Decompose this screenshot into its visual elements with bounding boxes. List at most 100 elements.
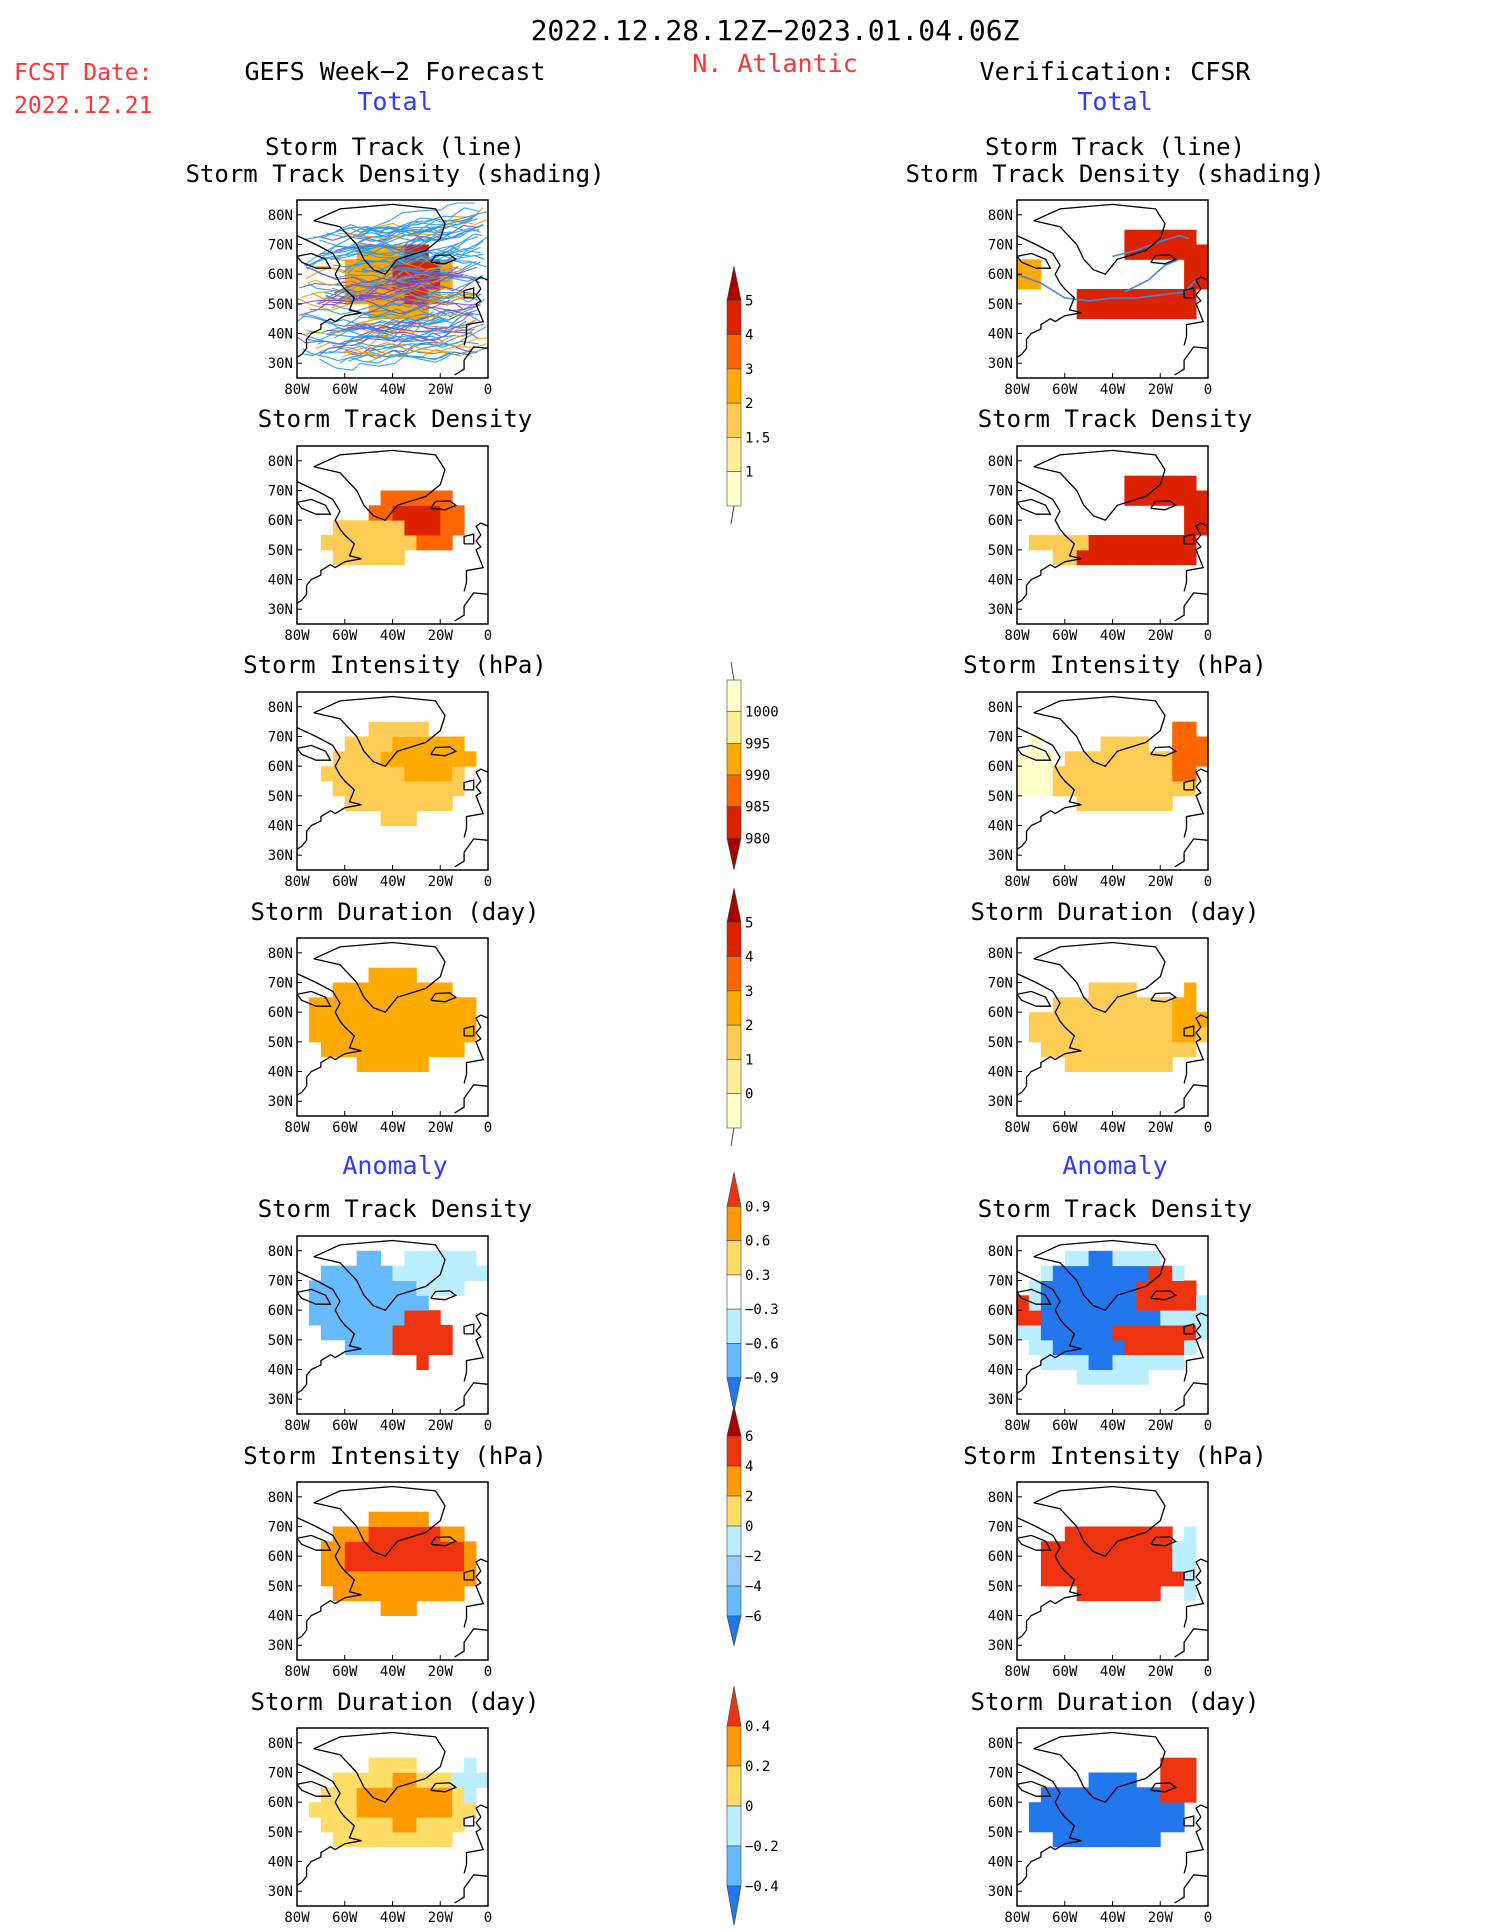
density-cell bbox=[344, 1280, 358, 1296]
panel-title: Storm Intensity (hPa) bbox=[243, 1442, 546, 1470]
x-tick-label: 20W bbox=[428, 382, 454, 398]
density-cell bbox=[1184, 982, 1197, 998]
density-cell bbox=[404, 1012, 417, 1028]
density-cell bbox=[440, 520, 453, 536]
y-tick-label: 80N bbox=[988, 454, 1013, 470]
density-cell bbox=[1196, 1295, 1209, 1311]
density-cell bbox=[1172, 1027, 1185, 1043]
density-cell bbox=[1112, 1802, 1125, 1818]
coastlines bbox=[296, 203, 489, 376]
density-cell bbox=[1052, 535, 1066, 551]
x-tick-label: 60W bbox=[332, 382, 358, 398]
storm-track-line bbox=[331, 256, 465, 270]
density-cell bbox=[1136, 1354, 1149, 1370]
coastline bbox=[1033, 203, 1166, 275]
density-cell bbox=[1100, 736, 1113, 752]
colorbar-arrow bbox=[726, 1377, 742, 1413]
density-cell bbox=[416, 1250, 429, 1267]
density-cell bbox=[332, 1585, 346, 1602]
density-cell bbox=[344, 1012, 358, 1028]
coastline bbox=[463, 1014, 489, 1084]
x-tick-label: 80W bbox=[284, 1120, 310, 1136]
density-cell bbox=[1088, 1265, 1101, 1281]
density-cell bbox=[1076, 781, 1090, 797]
coastline bbox=[1016, 1780, 1052, 1797]
density-cell bbox=[1112, 1787, 1125, 1803]
density-cell bbox=[1124, 1541, 1137, 1557]
panel-title: Storm Track (line) bbox=[985, 133, 1245, 161]
density-cell bbox=[1172, 303, 1185, 320]
density-cell bbox=[1112, 982, 1125, 998]
density-cell bbox=[1148, 1012, 1161, 1028]
colorbar-label: 5 bbox=[745, 915, 753, 931]
x-tick-label: 80W bbox=[1004, 628, 1030, 644]
density-cell bbox=[464, 1757, 477, 1773]
shading-cells bbox=[308, 1757, 489, 1848]
density-cell bbox=[1172, 549, 1185, 566]
density-cell bbox=[1088, 1585, 1101, 1602]
density-cell bbox=[1040, 1339, 1054, 1356]
density-cell bbox=[1184, 244, 1197, 260]
colorbar-segment bbox=[726, 742, 742, 776]
density-cell bbox=[356, 736, 370, 752]
density-cell bbox=[380, 1280, 393, 1296]
shading-cells bbox=[1017, 1250, 1209, 1385]
density-cell bbox=[392, 810, 405, 826]
density-cell bbox=[1184, 520, 1197, 536]
density-cell bbox=[1124, 1802, 1137, 1818]
density-cell bbox=[404, 810, 417, 826]
density-cell bbox=[452, 781, 465, 797]
density-cell bbox=[380, 721, 393, 737]
density-cell bbox=[1148, 1787, 1161, 1803]
density-cell bbox=[368, 721, 381, 737]
colorbar-label: 0 bbox=[745, 1519, 753, 1535]
coastlines bbox=[1016, 1239, 1209, 1412]
density-cell bbox=[416, 781, 429, 797]
density-cell bbox=[416, 1265, 429, 1281]
density-cell bbox=[1196, 1012, 1209, 1028]
density-cell bbox=[1136, 1369, 1149, 1385]
density-cell bbox=[1064, 1325, 1078, 1341]
density-cell bbox=[1064, 1056, 1078, 1072]
density-cell bbox=[452, 505, 465, 521]
density-cell bbox=[392, 549, 405, 566]
density-cell bbox=[428, 535, 441, 551]
storm-track-line bbox=[359, 202, 475, 233]
density-cell bbox=[1100, 982, 1113, 998]
coastline bbox=[313, 1485, 446, 1557]
y-tick-label: 60N bbox=[988, 1005, 1013, 1021]
density-cell bbox=[1088, 766, 1101, 782]
y-tick-label: 40N bbox=[988, 1363, 1013, 1379]
y-tick-label: 40N bbox=[268, 327, 293, 343]
density-cell bbox=[356, 1280, 370, 1296]
density-cell bbox=[416, 1772, 429, 1788]
density-cell bbox=[1184, 505, 1197, 521]
y-tick-label: 60N bbox=[988, 1795, 1013, 1811]
storm-track-line bbox=[331, 285, 477, 309]
density-cell bbox=[1076, 1280, 1090, 1296]
colorbar-arrow bbox=[726, 1885, 742, 1927]
density-cell bbox=[452, 1041, 465, 1058]
density-cell bbox=[1172, 1012, 1185, 1028]
storm-track-line bbox=[297, 286, 440, 306]
colorbar-label: 6 bbox=[745, 1429, 753, 1445]
density-cell bbox=[404, 1265, 417, 1281]
colorbar-segment bbox=[726, 1525, 742, 1557]
y-tick-label: 30N bbox=[268, 356, 293, 372]
panel-title: Storm Duration (day) bbox=[251, 898, 540, 926]
density-cell bbox=[404, 982, 417, 998]
coastline bbox=[313, 449, 446, 521]
y-tick-label: 40N bbox=[268, 573, 293, 589]
density-cell bbox=[1124, 1772, 1137, 1788]
density-cell bbox=[404, 1511, 417, 1527]
x-tick-label: 80W bbox=[1004, 1910, 1030, 1925]
density-cell bbox=[392, 721, 405, 737]
storm-track-line bbox=[360, 211, 487, 238]
density-cell bbox=[1184, 274, 1197, 290]
density-cell bbox=[1124, 490, 1137, 506]
density-cell bbox=[1112, 549, 1125, 566]
y-tick-label: 70N bbox=[988, 1520, 1013, 1536]
storm-track-line bbox=[318, 334, 456, 354]
density-cell bbox=[1160, 1280, 1173, 1296]
density-cell bbox=[1100, 1772, 1113, 1788]
